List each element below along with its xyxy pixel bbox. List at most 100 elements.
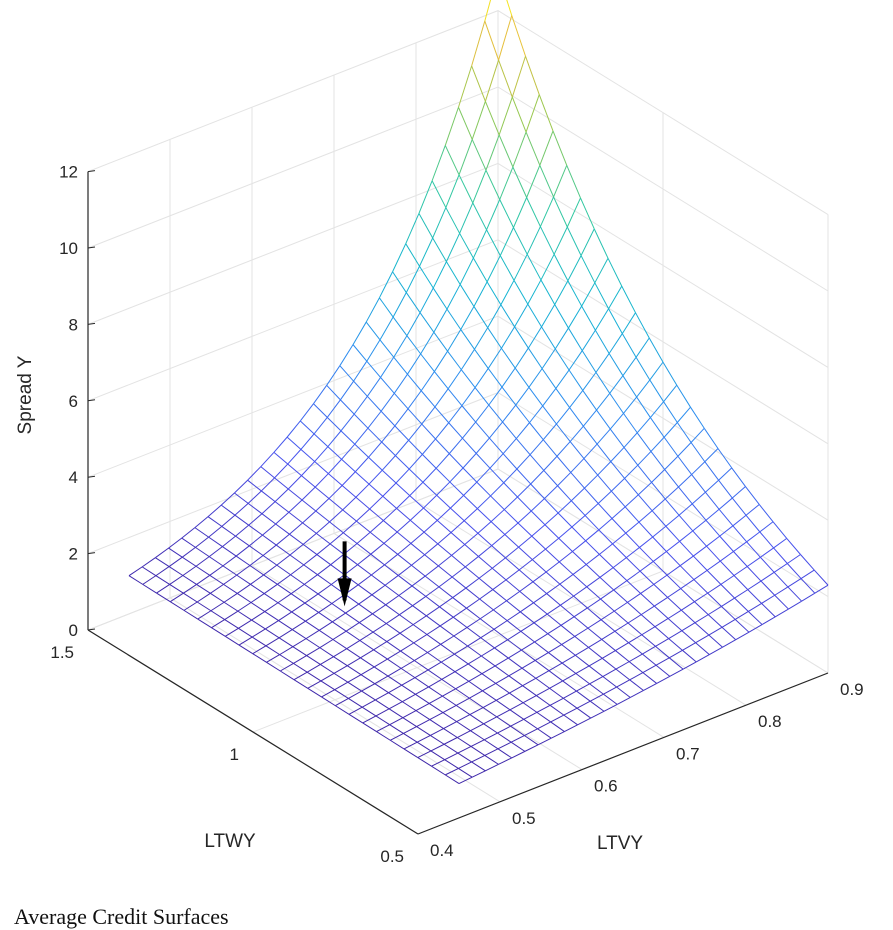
mesh-segment: [526, 226, 541, 255]
mesh-segment: [430, 743, 445, 752]
mesh-segment: [603, 686, 617, 695]
mesh-segment: [551, 731, 565, 739]
mesh-segment: [690, 406, 705, 429]
mesh-segment: [635, 357, 651, 381]
mesh-segment: [356, 543, 372, 555]
mesh-segment: [293, 679, 309, 689]
mesh-segment: [594, 308, 609, 331]
mesh-segment: [222, 565, 237, 576]
mesh-segment: [641, 626, 656, 636]
mesh-segment: [608, 333, 623, 354]
x-axis-line: [417, 672, 829, 835]
mesh-segment: [482, 690, 497, 701]
mesh-segment: [463, 520, 479, 534]
surface-plot: 0 2 4 6 8 10 12 0.5 1 1.5 0.4 0.5 0.6 0.7 0.8 0.9 Sprea…: [15, 0, 864, 866]
mesh-segment: [339, 365, 354, 382]
mesh-segment: [561, 654, 576, 664]
mesh-segment: [463, 481, 478, 496]
mesh-segment: [321, 696, 336, 707]
mesh-segment: [474, 368, 489, 388]
mesh-segment: [651, 469, 666, 483]
mesh-segment: [589, 683, 604, 695]
mesh-segment: [334, 689, 349, 699]
mesh-segment: [678, 474, 692, 488]
mesh-segment: [332, 630, 347, 640]
mesh-segment: [594, 330, 610, 354]
mesh-segment: [220, 504, 236, 516]
mesh-segment: [292, 638, 307, 648]
mesh-segment: [694, 601, 709, 615]
mesh-segment: [626, 570, 641, 582]
mesh-segment: [514, 303, 529, 328]
mesh-segment: [479, 589, 494, 600]
mesh-segment: [626, 580, 641, 594]
mesh-segment: [748, 624, 763, 633]
mesh-segment: [615, 650, 630, 663]
mesh-segment: [386, 632, 401, 643]
mesh-segment: [414, 677, 429, 688]
mesh-segment: [691, 491, 706, 505]
mesh-segment: [305, 638, 321, 649]
mesh-segment: [442, 712, 457, 723]
mesh-segment: [600, 619, 616, 632]
mesh-segment: [224, 627, 239, 637]
mesh-segment: [316, 521, 330, 534]
mesh-segment: [314, 486, 330, 499]
mesh-segment: [570, 500, 586, 516]
mesh-segment: [357, 574, 372, 586]
mesh-segment: [380, 410, 396, 427]
mesh-segment: [694, 622, 710, 636]
mesh-segment: [424, 543, 439, 556]
mesh-segment: [668, 657, 684, 670]
mesh-segment: [317, 593, 333, 604]
mesh-segment: [553, 165, 568, 198]
mesh-segment: [400, 650, 415, 661]
mesh-segment: [510, 735, 525, 743]
mesh-segment: [546, 613, 562, 626]
mesh-segment: [692, 530, 707, 547]
mesh-segment: [477, 508, 492, 523]
mesh-segment: [168, 537, 183, 549]
mesh-segment: [494, 657, 509, 667]
mesh-segment: [415, 710, 431, 720]
mesh-segment: [561, 635, 576, 645]
mesh-segment: [666, 551, 681, 567]
mesh-segment: [563, 690, 577, 699]
mesh-segment: [663, 422, 678, 438]
mesh-segment: [453, 627, 468, 637]
mesh-segment: [480, 637, 495, 649]
mesh-segment: [316, 532, 331, 545]
mesh-segment: [569, 425, 584, 442]
mesh-segment: [344, 593, 360, 605]
grid-line: [87, 468, 499, 631]
mesh-segment: [514, 367, 530, 388]
mesh-segment: [535, 677, 550, 689]
mesh-segment: [529, 454, 545, 471]
mesh-segment: [532, 571, 547, 583]
mesh-segment: [542, 388, 557, 407]
mesh-segment: [305, 620, 320, 631]
mesh-segment: [361, 699, 376, 708]
mesh-segment: [306, 647, 321, 657]
mesh-segment: [333, 672, 349, 683]
mesh-segment: [348, 706, 363, 715]
mesh-segment: [400, 667, 416, 679]
mesh-segment: [196, 592, 211, 603]
mesh-segment: [580, 228, 595, 256]
mesh-segment: [221, 514, 236, 527]
mesh-segment: [649, 379, 664, 402]
mesh-segment: [374, 683, 389, 694]
mesh-segment: [624, 506, 640, 523]
mesh-segment: [498, 96, 513, 136]
mesh-segment: [409, 495, 424, 509]
mesh-segment: [433, 350, 448, 372]
mesh-segment: [429, 719, 444, 729]
mesh-segment: [155, 547, 169, 559]
mesh-segment: [594, 257, 609, 284]
mesh-segment: [512, 166, 528, 198]
mesh-segment: [599, 567, 614, 578]
mesh-segment: [379, 316, 394, 341]
mesh-segment: [612, 532, 627, 545]
mesh-segment: [389, 717, 404, 726]
mesh-segment: [344, 574, 359, 586]
